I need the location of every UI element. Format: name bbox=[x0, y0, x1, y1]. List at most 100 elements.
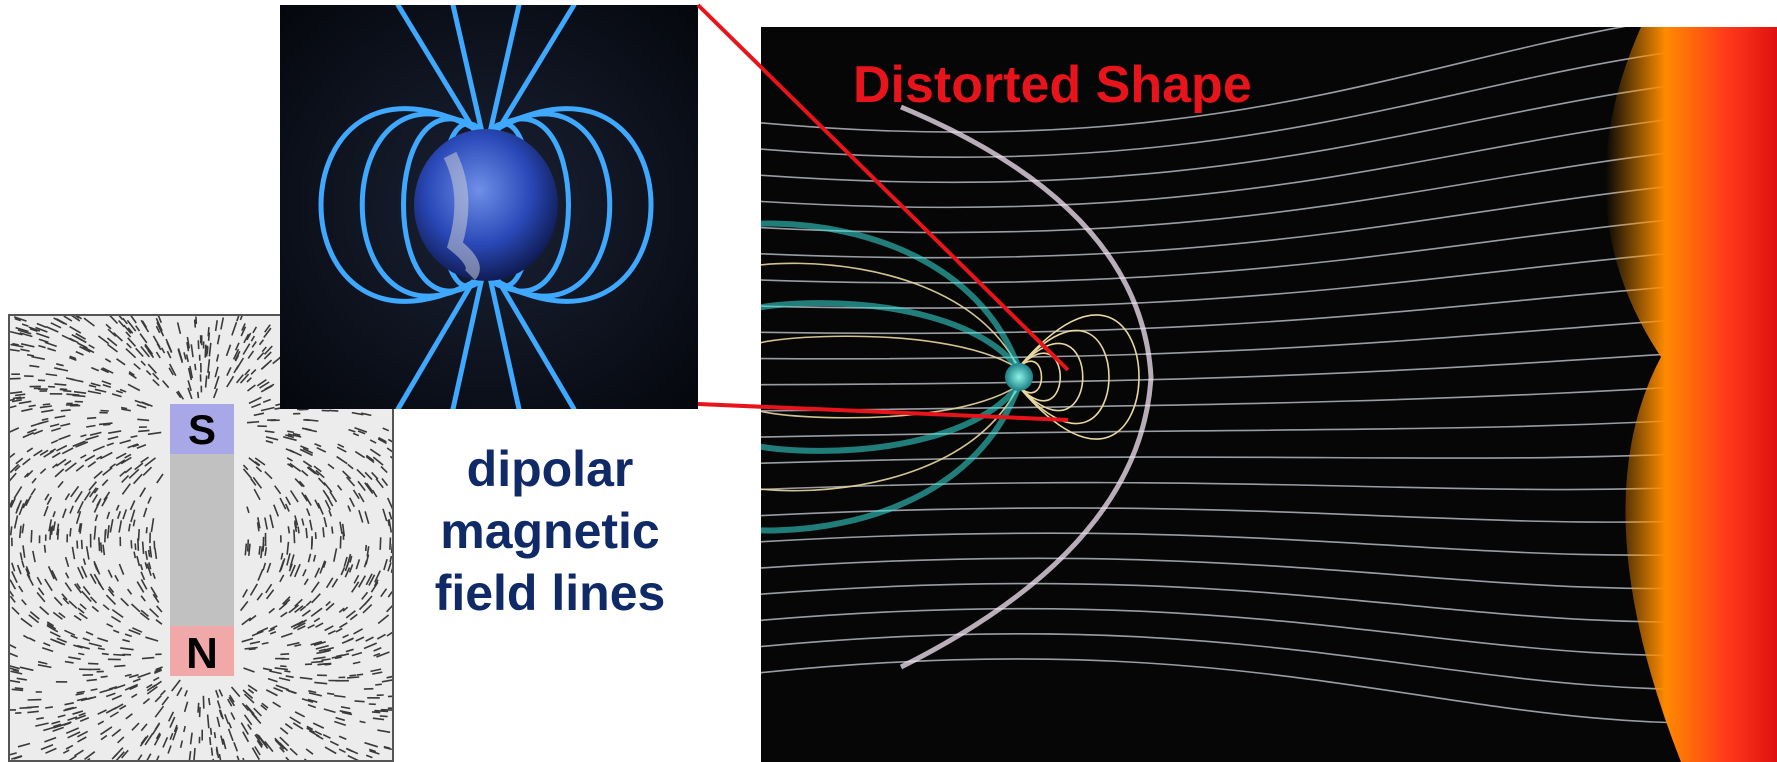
iron-filing bbox=[128, 523, 131, 532]
dipolar-caption: dipolar magnetic field lines bbox=[400, 438, 700, 624]
iron-filing bbox=[189, 732, 193, 745]
iron-filing bbox=[126, 588, 133, 595]
iron-filing bbox=[18, 503, 25, 516]
iron-filing bbox=[52, 521, 56, 532]
earth-field-line bbox=[483, 116, 571, 294]
iron-filing bbox=[310, 538, 313, 550]
iron-filing bbox=[129, 685, 138, 691]
iron-filing bbox=[45, 747, 57, 754]
iron-filing bbox=[165, 338, 173, 353]
iron-filing bbox=[35, 722, 49, 727]
iron-filing bbox=[75, 441, 89, 448]
iron-filing bbox=[292, 432, 301, 436]
iron-filing bbox=[17, 742, 31, 748]
iron-filing bbox=[175, 391, 182, 399]
iron-filing bbox=[307, 553, 312, 563]
iron-filing bbox=[105, 594, 117, 605]
iron-filing bbox=[14, 393, 26, 397]
iron-filing bbox=[97, 709, 107, 715]
iron-filing bbox=[293, 529, 296, 544]
iron-filing bbox=[294, 598, 303, 607]
iron-filing bbox=[10, 667, 19, 672]
iron-filing bbox=[107, 343, 118, 353]
iron-filing bbox=[77, 644, 90, 650]
iron-filing bbox=[68, 600, 78, 609]
iron-filing bbox=[93, 487, 99, 494]
iron-filing bbox=[65, 727, 80, 735]
iron-filing bbox=[15, 457, 24, 465]
iron-filing bbox=[365, 482, 373, 492]
iron-filing bbox=[22, 499, 28, 509]
iron-filing bbox=[107, 328, 117, 337]
iron-filing bbox=[89, 573, 97, 584]
iron-filing bbox=[279, 574, 285, 583]
iron-filing bbox=[36, 576, 43, 585]
iron-filing bbox=[56, 523, 60, 536]
iron-filing bbox=[357, 480, 366, 492]
iron-filing bbox=[216, 716, 221, 728]
iron-filing bbox=[246, 539, 250, 552]
iron-filing bbox=[122, 509, 128, 520]
iron-filing bbox=[289, 490, 299, 503]
iron-filing bbox=[38, 420, 49, 425]
iron-filing bbox=[248, 614, 257, 622]
iron-filing bbox=[10, 391, 23, 395]
iron-filing bbox=[67, 731, 81, 739]
iron-filing bbox=[336, 446, 347, 453]
iron-filing bbox=[79, 603, 87, 610]
iron-filing bbox=[130, 435, 138, 439]
iron-filing bbox=[242, 731, 250, 743]
south-pole-region bbox=[170, 404, 234, 454]
iron-filing bbox=[150, 586, 158, 598]
iron-filing bbox=[301, 492, 309, 502]
iron-filing bbox=[260, 704, 268, 711]
iron-filing bbox=[364, 544, 368, 552]
iron-filing bbox=[273, 686, 284, 693]
iron-filing bbox=[323, 481, 333, 493]
iron-filing bbox=[10, 679, 21, 684]
iron-filing bbox=[287, 463, 294, 469]
iron-filing bbox=[110, 615, 122, 623]
iron-filing bbox=[305, 748, 314, 755]
iron-filing bbox=[247, 684, 258, 692]
iron-filing bbox=[215, 689, 220, 698]
iron-filing bbox=[56, 444, 68, 452]
iron-filing bbox=[44, 493, 50, 501]
iron-filing bbox=[107, 569, 113, 578]
iron-filing bbox=[150, 518, 155, 533]
iron-filing bbox=[104, 358, 112, 363]
iron-filing bbox=[156, 755, 160, 760]
iron-filing bbox=[249, 640, 261, 645]
iron-filing bbox=[127, 337, 137, 347]
iron-filing bbox=[328, 509, 333, 517]
iron-filing bbox=[136, 555, 141, 567]
iron-filing bbox=[132, 443, 140, 448]
iron-filing bbox=[135, 325, 141, 332]
iron-filing bbox=[144, 343, 154, 355]
iron-filing bbox=[26, 353, 35, 357]
iron-filing bbox=[303, 578, 309, 586]
iron-filing bbox=[185, 354, 189, 363]
iron-filing bbox=[154, 695, 162, 703]
iron-filing bbox=[10, 348, 20, 352]
iron-filing bbox=[386, 631, 392, 637]
iron-filing bbox=[80, 454, 87, 459]
iron-filing bbox=[44, 341, 57, 348]
iron-filing bbox=[51, 427, 61, 432]
iron-filing bbox=[147, 496, 152, 504]
iron-filing bbox=[334, 656, 342, 660]
iron-filing bbox=[68, 755, 77, 760]
iron-filing bbox=[125, 713, 133, 720]
iron-filing bbox=[357, 430, 366, 435]
iron-filing bbox=[102, 466, 113, 476]
iron-filing bbox=[85, 631, 94, 636]
iron-filing bbox=[313, 641, 326, 647]
iron-filing bbox=[280, 653, 290, 656]
iron-filing bbox=[183, 725, 186, 733]
iron-filing bbox=[299, 605, 307, 612]
iron-filing bbox=[348, 428, 356, 433]
iron-filing bbox=[253, 412, 265, 417]
iron-filing bbox=[325, 602, 335, 611]
iron-filing bbox=[49, 631, 61, 638]
iron-filing bbox=[247, 384, 256, 392]
